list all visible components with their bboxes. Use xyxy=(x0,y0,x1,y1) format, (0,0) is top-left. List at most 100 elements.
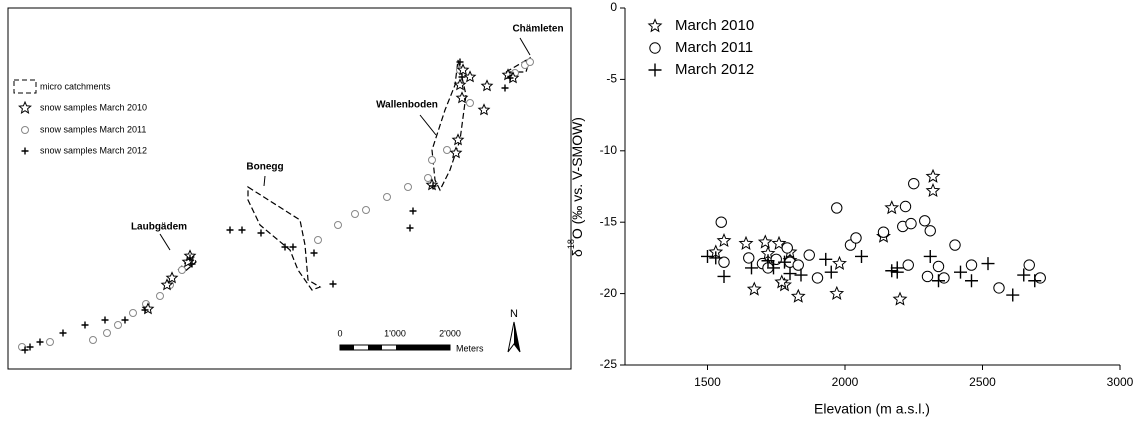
point xyxy=(761,254,775,268)
point xyxy=(905,217,917,230)
point xyxy=(701,249,714,263)
point xyxy=(1023,259,1035,271)
scale-unit: Meters xyxy=(456,343,484,353)
map-sample xyxy=(443,146,451,154)
map-sample xyxy=(156,292,164,300)
point xyxy=(885,264,899,278)
scale-bar-seg xyxy=(368,345,382,350)
point xyxy=(716,232,732,248)
map-sample xyxy=(186,254,194,262)
legend-label: March 2010 xyxy=(675,17,754,34)
scale-label: 0 xyxy=(337,328,342,338)
point xyxy=(938,272,950,284)
y-tick-label: -25 xyxy=(600,357,618,371)
map-sample xyxy=(178,266,186,274)
map-sample xyxy=(334,221,342,229)
point xyxy=(921,270,934,283)
point xyxy=(743,252,755,264)
point xyxy=(965,274,978,288)
point xyxy=(923,249,937,263)
map-sample xyxy=(404,183,412,191)
catchment xyxy=(247,185,322,291)
point xyxy=(738,235,754,250)
map-sample xyxy=(362,206,370,214)
x-tick-label: 1500 xyxy=(694,375,721,389)
point xyxy=(884,200,900,215)
north-label: N xyxy=(510,308,518,320)
map-sample xyxy=(463,70,477,83)
map-sample xyxy=(281,243,289,251)
point xyxy=(774,274,790,289)
point xyxy=(1028,274,1042,288)
point xyxy=(831,202,843,214)
map-sample xyxy=(453,78,467,91)
scatter-plot: Elevation (m a.s.l.) δ18O (‰ vs. V-SMOW)… xyxy=(566,0,1133,417)
point xyxy=(993,282,1005,294)
map-sample xyxy=(21,346,29,354)
arrow xyxy=(263,175,266,187)
map-sample xyxy=(165,271,179,284)
map-sample xyxy=(506,74,514,82)
point xyxy=(790,288,806,303)
point xyxy=(932,274,945,288)
map-sample xyxy=(429,182,437,190)
north-arrow-half xyxy=(514,322,520,352)
point xyxy=(925,182,941,198)
legend-marker xyxy=(21,147,29,155)
legend-label: snow samples March 2012 xyxy=(40,145,147,155)
legend-marker xyxy=(648,63,662,77)
scale-label: 1'000 xyxy=(384,328,406,338)
map-sample xyxy=(89,336,97,344)
y-tick-label: -5 xyxy=(606,72,617,86)
map-sample xyxy=(59,329,67,337)
map-sample xyxy=(456,58,464,66)
map-sample xyxy=(477,103,491,116)
map: Chämleten Wallenboden Bonegg Laubgädem m… xyxy=(7,7,572,370)
point xyxy=(745,261,758,275)
map-sample xyxy=(114,321,122,329)
map-sample xyxy=(46,338,54,346)
map-sample xyxy=(406,224,414,232)
map-sample xyxy=(188,260,196,268)
map-sample xyxy=(26,343,34,351)
arrow xyxy=(519,37,531,56)
point xyxy=(949,239,961,251)
map-sample xyxy=(160,278,174,291)
point xyxy=(781,242,793,254)
point xyxy=(778,255,791,269)
catchment xyxy=(503,56,531,73)
map-sample xyxy=(449,146,463,159)
point xyxy=(824,265,838,279)
legend-marker xyxy=(18,100,32,114)
point xyxy=(757,234,773,249)
point xyxy=(792,259,804,271)
point xyxy=(819,252,833,266)
catchment xyxy=(431,59,467,192)
map-sample xyxy=(425,178,439,191)
point xyxy=(1034,272,1046,284)
y-tick-label: -20 xyxy=(600,286,618,300)
y-tick-label: -10 xyxy=(600,143,618,157)
x-axis-label: Elevation (m a.s.l.) xyxy=(814,401,930,417)
point xyxy=(803,249,815,261)
point xyxy=(932,260,945,273)
legend-swatch xyxy=(13,79,37,94)
legend-label: snow samples March 2010 xyxy=(40,102,147,112)
point xyxy=(794,268,808,282)
map-sample xyxy=(480,79,494,92)
point xyxy=(925,168,941,183)
map-sample xyxy=(141,306,149,314)
map-sample xyxy=(329,280,337,288)
map-sample xyxy=(456,63,470,76)
map-sample xyxy=(428,156,436,164)
map-sample xyxy=(101,316,109,324)
point xyxy=(709,251,723,265)
scale-bar-seg xyxy=(340,345,354,350)
scale-bar-seg xyxy=(396,345,450,350)
map-sample xyxy=(526,58,534,66)
legend-label: snow samples March 2011 xyxy=(40,124,146,134)
catchments xyxy=(177,56,531,291)
point xyxy=(877,226,890,238)
map-frame xyxy=(7,7,572,370)
